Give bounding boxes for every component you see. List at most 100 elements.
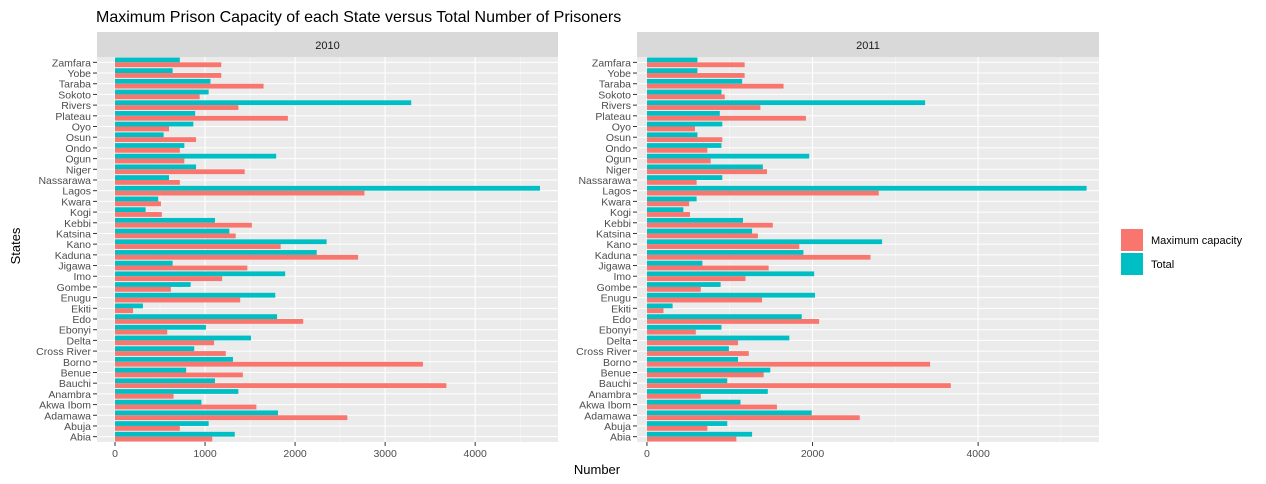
bar-total-kaduna bbox=[115, 250, 317, 255]
y-tick-label: Benue bbox=[61, 367, 92, 379]
bar-total-adamawa bbox=[115, 410, 278, 416]
y-tick-label: Kogi bbox=[70, 207, 91, 219]
y-tick-label: Oyo bbox=[72, 122, 91, 134]
bar-total-lagos bbox=[115, 185, 540, 191]
bar-maximum-capacity-zamfara bbox=[115, 62, 222, 68]
y-tick-label: Bauchi bbox=[599, 378, 631, 390]
legend-label-maximum-capacity: Maximum capacity bbox=[1151, 235, 1243, 247]
bar-maximum-capacity-lagos bbox=[646, 190, 879, 196]
y-tick-label: Ondo bbox=[605, 143, 631, 155]
y-tick-label: Kwara bbox=[61, 196, 91, 208]
bar-total-abuja bbox=[646, 421, 728, 426]
bar-maximum-capacity-akwa-ibom bbox=[646, 404, 777, 410]
bar-total-edo bbox=[115, 314, 278, 320]
bar-maximum-capacity-borno bbox=[646, 361, 931, 367]
bar-maximum-capacity-gombe bbox=[115, 286, 171, 292]
y-tick-label: Enugu bbox=[601, 293, 632, 305]
bar-total-ogun bbox=[646, 153, 810, 159]
bar-total-zamfara bbox=[115, 57, 180, 63]
bar-maximum-capacity-niger bbox=[646, 169, 767, 175]
bar-maximum-capacity-adamawa bbox=[115, 415, 348, 421]
bar-total-kaduna bbox=[646, 250, 804, 255]
bar-total-nassarawa bbox=[646, 175, 723, 180]
bar-maximum-capacity-ekiti bbox=[115, 308, 134, 314]
bar-total-plateau bbox=[646, 111, 720, 116]
bar-total-taraba bbox=[646, 78, 743, 84]
bar-total-ebonyi bbox=[646, 324, 722, 330]
y-tick-label: Kano bbox=[66, 239, 91, 251]
bar-total-benue bbox=[115, 367, 187, 373]
y-tick-label: Cross River bbox=[36, 346, 91, 358]
y-tick-label: Sokoto bbox=[58, 89, 91, 101]
y-tick-label: Niger bbox=[66, 164, 92, 176]
y-tick-label: Jigawa bbox=[598, 261, 631, 273]
bar-maximum-capacity-kwara bbox=[646, 201, 690, 207]
y-tick-label: Delta bbox=[606, 335, 631, 347]
bar-maximum-capacity-sokoto bbox=[646, 94, 725, 100]
bar-maximum-capacity-ebonyi bbox=[646, 329, 696, 335]
bar-total-kogi bbox=[646, 207, 684, 213]
panel-background bbox=[637, 57, 1099, 442]
y-tick-label: Zamfara bbox=[52, 57, 91, 69]
y-tick-label: Taraba bbox=[599, 79, 631, 91]
bar-total-rivers bbox=[646, 100, 926, 106]
y-tick-label: Abia bbox=[70, 432, 91, 444]
y-tick-label: Cross River bbox=[576, 346, 631, 358]
y-axis-title: States bbox=[8, 227, 23, 264]
bar-total-zamfara bbox=[646, 57, 698, 63]
y-tick-label: Akwa Ibom bbox=[39, 400, 91, 412]
y-tick-label: Jigawa bbox=[58, 261, 91, 273]
bar-total-borno bbox=[646, 356, 739, 362]
bar-maximum-capacity-oyo bbox=[115, 126, 170, 132]
bar-maximum-capacity-sokoto bbox=[115, 94, 200, 100]
facet-strip bbox=[97, 32, 558, 57]
chart-title: Maximum Prison Capacity of each State ve… bbox=[96, 9, 621, 26]
y-tick-label: Adamawa bbox=[584, 410, 631, 422]
bar-total-ogun bbox=[115, 153, 277, 159]
bar-maximum-capacity-yobe bbox=[115, 73, 222, 78]
bar-maximum-capacity-enugu bbox=[646, 297, 763, 303]
bar-total-ekiti bbox=[646, 303, 673, 309]
bar-total-oyo bbox=[646, 121, 723, 127]
bar-maximum-capacity-bauchi bbox=[115, 383, 447, 388]
facet-strip-label: 2011 bbox=[856, 40, 880, 52]
bar-maximum-capacity-ogun bbox=[115, 158, 185, 164]
bar-total-yobe bbox=[646, 68, 698, 74]
bar-maximum-capacity-kwara bbox=[115, 201, 161, 207]
y-tick-label: Borno bbox=[63, 357, 91, 369]
bar-maximum-capacity-kogi bbox=[115, 212, 162, 217]
bar-maximum-capacity-delta bbox=[115, 340, 215, 346]
y-tick-label: Enugu bbox=[61, 293, 92, 305]
bar-total-kogi bbox=[115, 207, 146, 213]
y-tick-label: Osun bbox=[606, 132, 631, 144]
bar-maximum-capacity-cross-river bbox=[646, 351, 749, 356]
bar-total-borno bbox=[115, 356, 233, 362]
y-tick-label: Edo bbox=[72, 314, 91, 326]
bar-maximum-capacity-katsina bbox=[646, 233, 758, 239]
bar-maximum-capacity-taraba bbox=[646, 83, 784, 89]
bar-maximum-capacity-nassarawa bbox=[646, 179, 697, 185]
bar-total-delta bbox=[115, 335, 251, 341]
y-tick-label: Kebbi bbox=[64, 218, 91, 230]
bar-total-sokoto bbox=[115, 89, 209, 95]
bar-maximum-capacity-edo bbox=[646, 319, 820, 324]
bar-maximum-capacity-kebbi bbox=[115, 222, 252, 228]
bar-total-edo bbox=[646, 314, 802, 320]
x-tick-label: 0 bbox=[112, 448, 118, 460]
x-tick-label: 3000 bbox=[373, 448, 397, 460]
y-tick-label: Zamfara bbox=[592, 57, 631, 69]
y-tick-label: Gombe bbox=[57, 282, 92, 294]
bar-maximum-capacity-abia bbox=[646, 436, 737, 442]
bar-total-jigawa bbox=[646, 260, 703, 266]
bar-maximum-capacity-abuja bbox=[646, 425, 708, 431]
bar-total-gombe bbox=[115, 282, 191, 287]
y-tick-label: Rivers bbox=[601, 100, 631, 112]
y-tick-label: Kaduna bbox=[595, 250, 631, 262]
bar-maximum-capacity-benue bbox=[115, 372, 243, 378]
bar-total-anambra bbox=[115, 389, 239, 394]
y-tick-label: Abuja bbox=[64, 421, 91, 433]
y-tick-label: Abia bbox=[610, 432, 631, 444]
legend-key-maximum-capacity bbox=[1121, 229, 1143, 251]
